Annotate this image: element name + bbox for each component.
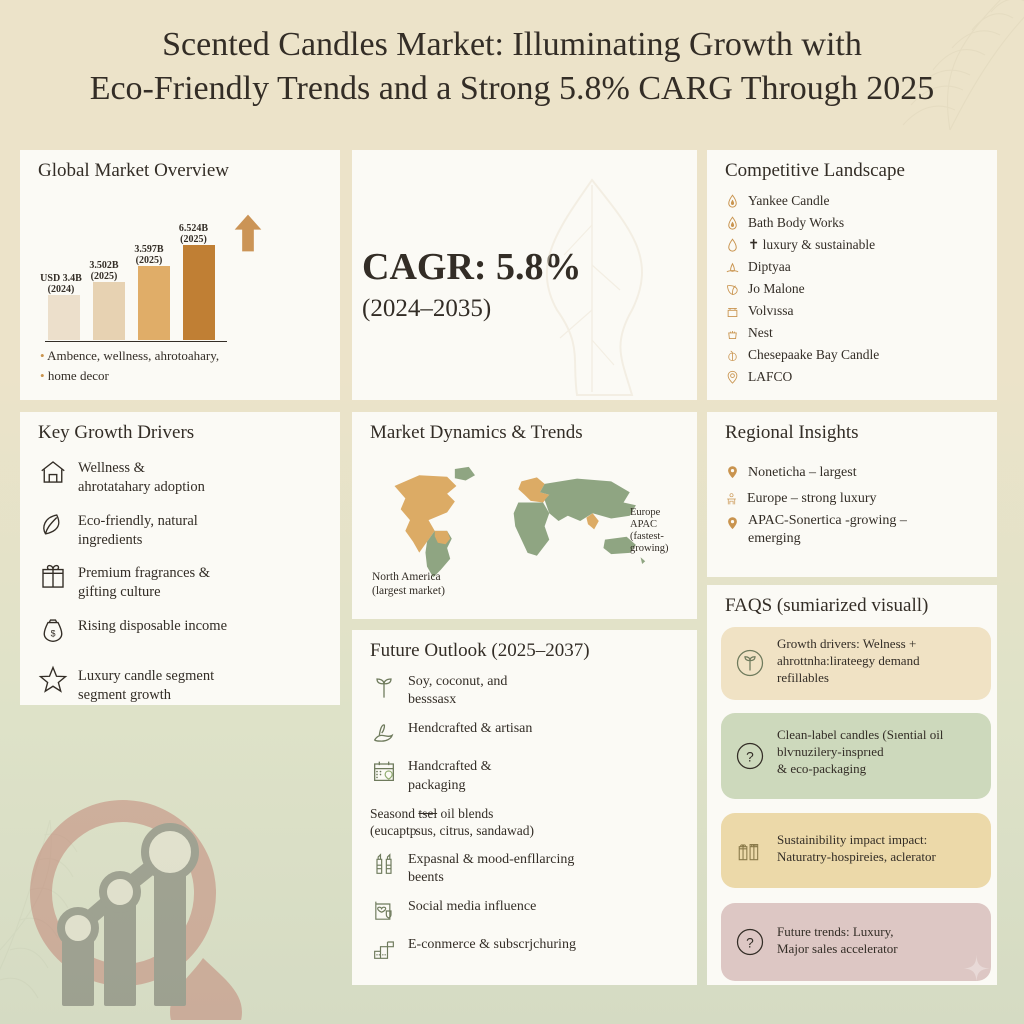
svg-text:?: ? <box>746 936 754 951</box>
svg-text:?: ? <box>746 750 754 765</box>
svg-text:$: $ <box>51 628 56 638</box>
